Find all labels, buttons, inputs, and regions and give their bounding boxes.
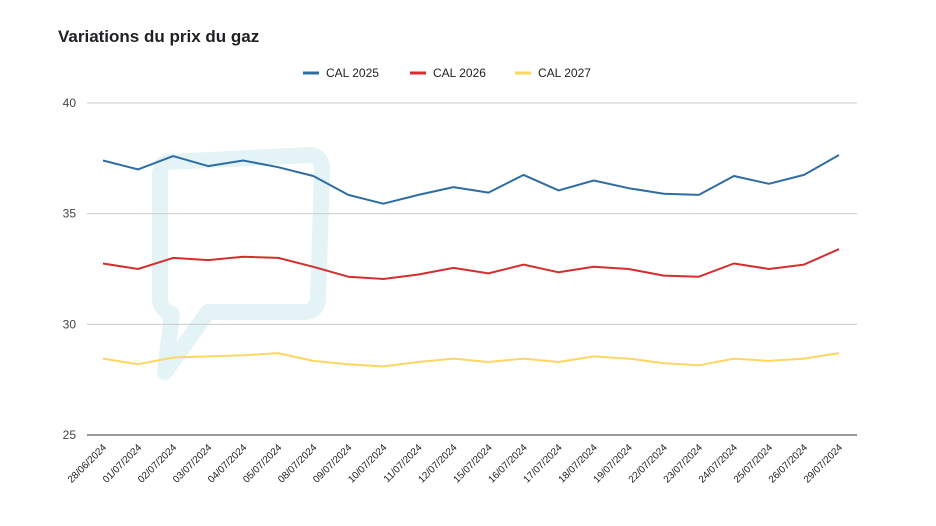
legend-label: CAL 2027	[538, 66, 591, 80]
legend: CAL 2025 CAL 2026 CAL 2027	[303, 66, 591, 80]
watermark-logo	[152, 147, 330, 380]
series-lines	[102, 154, 840, 368]
y-tick-label: 40	[63, 96, 77, 110]
series-line-cal-2025	[102, 154, 840, 205]
grid-lines	[87, 102, 857, 436]
y-axis-ticks: 25 30 35 40	[63, 96, 77, 442]
series-line-cal-2027	[102, 352, 840, 368]
x-axis-ticks: 28/06/202401/07/202402/07/202403/07/2024…	[66, 442, 845, 485]
legend-label: CAL 2025	[326, 66, 379, 80]
y-tick-label: 25	[63, 428, 77, 442]
y-tick-label: 30	[63, 317, 77, 331]
chart-title: Variations du prix du gaz	[58, 27, 260, 46]
y-tick-label: 35	[63, 207, 77, 221]
legend-label: CAL 2026	[433, 66, 486, 80]
series-line-cal-2026	[102, 248, 840, 280]
